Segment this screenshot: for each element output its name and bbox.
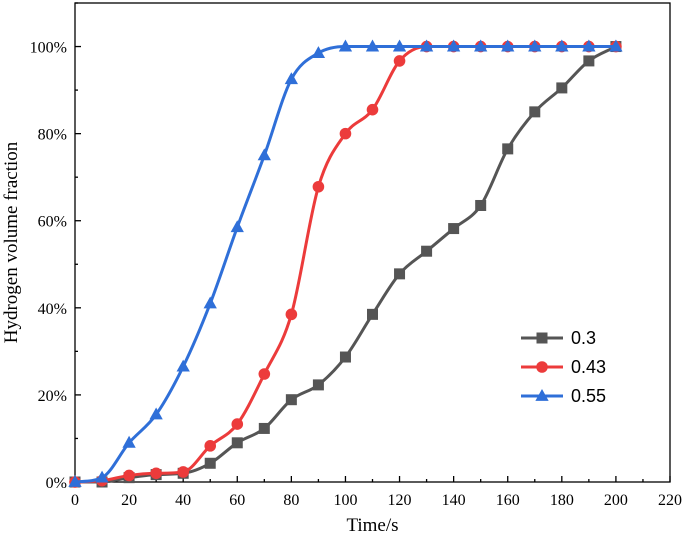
x-tick-label: 60 (229, 492, 245, 509)
data-point (393, 55, 406, 67)
x-tick-label: 200 (604, 492, 628, 509)
data-point (258, 422, 270, 434)
data-point (339, 127, 352, 140)
legend-item: 0.43 (521, 357, 606, 377)
data-point (582, 39, 596, 52)
legend-marker (536, 332, 548, 344)
data-point (176, 359, 190, 372)
data-point (529, 106, 541, 118)
y-axis-title: Hydrogen volume fraction (1, 141, 22, 343)
legend: 0.3 0.43 0.55 (521, 328, 606, 406)
data-point (366, 103, 379, 116)
data-point (394, 268, 406, 280)
data-point (258, 368, 271, 380)
y-tick-label: 60% (38, 214, 67, 231)
data-point (555, 39, 569, 52)
data-point (448, 223, 460, 235)
x-tick-label: 180 (550, 492, 574, 509)
x-tick-label: 140 (442, 492, 466, 509)
data-point (392, 39, 407, 52)
data-point (419, 39, 434, 52)
data-point (123, 469, 135, 482)
x-tick-label: 20 (121, 492, 137, 509)
data-point (150, 467, 162, 480)
legend-marker (536, 361, 548, 373)
x-axis-title: Time/s (346, 515, 398, 536)
y-tick-label: 20% (38, 388, 67, 405)
data-point (475, 199, 487, 211)
plot-frame (74, 2, 671, 483)
y-tick-label: 0% (46, 475, 67, 492)
data-point (231, 418, 244, 430)
x-tick-label: 80 (283, 492, 299, 509)
series-layer (68, 39, 623, 488)
data-point (122, 435, 136, 448)
data-point (95, 470, 109, 483)
data-point (502, 143, 514, 155)
data-point (231, 437, 243, 449)
data-point (204, 457, 216, 469)
series-line (73, 45, 618, 484)
legend-label: 0.55 (571, 386, 606, 406)
data-point (177, 466, 189, 478)
legend-label: 0.3 (571, 328, 596, 348)
data-point (609, 39, 623, 52)
data-point (203, 296, 217, 309)
y-tick-label: 100% (30, 40, 67, 57)
data-point (312, 379, 324, 391)
data-point (556, 82, 568, 94)
data-point (365, 39, 380, 52)
data-point (149, 407, 163, 420)
data-point (474, 39, 488, 52)
x-tick-label: 40 (175, 492, 191, 509)
x-tick-label: 120 (388, 492, 412, 509)
series-0.55 (68, 39, 623, 487)
data-point (528, 39, 542, 52)
data-point (421, 245, 433, 257)
x-tick-label: 0 (71, 492, 79, 509)
x-tick-label: 160 (496, 492, 520, 509)
data-point (338, 39, 353, 52)
data-point (311, 46, 326, 58)
x-tick-label: 220 (658, 492, 682, 509)
legend-marker (535, 389, 549, 401)
data-point (230, 220, 244, 233)
data-point (339, 351, 351, 363)
axes: 0 20 40 60 80 100 120 140 160 180 200 220 0% 20% 40% 60… (30, 2, 682, 509)
data-point (285, 394, 297, 406)
data-point (68, 475, 82, 487)
x-tick-label: 100 (333, 492, 357, 509)
data-point (257, 148, 271, 161)
y-tick-label: 80% (38, 127, 67, 144)
data-point (367, 308, 378, 320)
data-point (501, 39, 515, 52)
data-point (312, 180, 325, 193)
data-point (204, 440, 217, 452)
data-point (446, 39, 461, 52)
data-point (285, 308, 298, 321)
legend-item: 0.3 (521, 328, 596, 348)
legend-item: 0.55 (521, 386, 606, 406)
y-tick-label: 40% (38, 301, 67, 318)
data-point (284, 72, 299, 85)
data-point (583, 55, 595, 67)
legend-label: 0.43 (571, 357, 606, 377)
